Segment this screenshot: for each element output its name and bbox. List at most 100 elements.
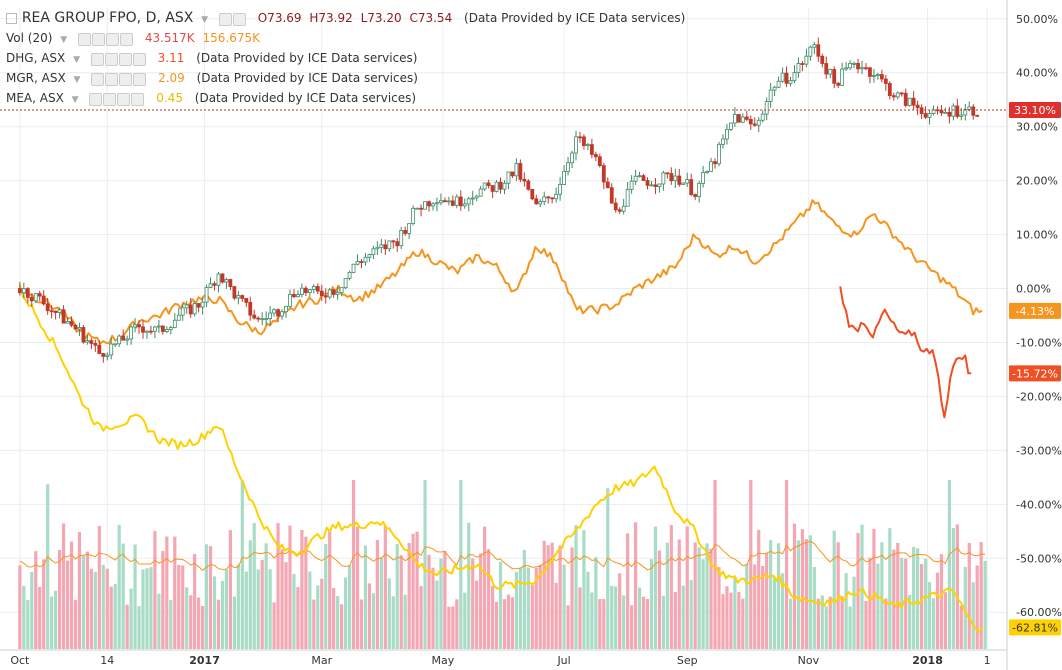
chevron-down-icon[interactable]: ▼ (71, 95, 79, 105)
candle-body (21, 288, 26, 294)
volume-bar (888, 528, 892, 649)
volume-bar (824, 606, 828, 649)
ohlc-high: H73.92 (309, 11, 353, 25)
eye-icon[interactable] (91, 72, 105, 86)
volume-bar (153, 531, 157, 649)
chevron-down-icon[interactable]: ▼ (73, 55, 80, 65)
volume-bar (828, 596, 832, 649)
candle-body (752, 123, 757, 126)
volume-bar (324, 544, 328, 649)
volume-bar (669, 524, 673, 649)
volume-bar (272, 602, 276, 649)
candle-body (303, 287, 308, 294)
mgr-value: 2.09 (158, 71, 185, 85)
candle-body (29, 297, 34, 302)
volume-bar (745, 563, 749, 649)
volume-bar (776, 543, 781, 649)
legend-vol-row: Vol (20) ▼ 43.517K 156.675K (6, 28, 685, 48)
candle-body (311, 286, 316, 290)
plus-icon[interactable] (105, 32, 119, 46)
volume-bar (336, 595, 340, 649)
candle-body (796, 63, 801, 74)
close-icon[interactable] (131, 92, 145, 106)
price-badge-label: -62.81% (1012, 621, 1058, 634)
volume-bar (618, 573, 622, 649)
chevron-down-icon[interactable]: ▼ (201, 15, 209, 25)
volume-bar (248, 540, 252, 649)
x-tick-label: Jul (556, 654, 570, 667)
gear-icon[interactable] (232, 12, 246, 26)
volume-bar (665, 542, 669, 649)
candle-body (824, 63, 829, 75)
volume-bar (542, 540, 546, 649)
candle-body (800, 63, 805, 65)
chevron-down-icon[interactable]: ▼ (73, 75, 81, 85)
x-tick-label: Nov (798, 654, 820, 667)
volume-bar (200, 606, 205, 649)
y-tick-label: 20.00% (1016, 175, 1058, 188)
mgr-label: MGR, ASX (6, 71, 66, 85)
volume-bar (955, 524, 959, 649)
volume-bar (812, 566, 816, 649)
close-icon[interactable] (132, 52, 146, 66)
candle-body (578, 136, 582, 139)
candle-body (804, 55, 809, 65)
candle-body (883, 78, 888, 84)
candle-body (81, 327, 86, 343)
gear-icon[interactable] (91, 32, 105, 46)
gear-icon[interactable] (104, 52, 118, 66)
volume-bar (856, 532, 860, 649)
candle-body (41, 295, 46, 305)
volume-bar (769, 540, 773, 649)
candle-body (788, 80, 793, 84)
volume-bar (848, 606, 852, 649)
candle-body (772, 86, 777, 91)
eye-icon[interactable] (77, 32, 91, 46)
mgr-controls (91, 69, 147, 89)
collapse-icon[interactable] (6, 13, 17, 24)
candle-body (895, 92, 900, 98)
candle-body (272, 309, 276, 314)
eye-icon[interactable] (218, 12, 232, 26)
volume-bar (641, 596, 646, 649)
volume-bar (788, 598, 793, 649)
volume-bar (872, 528, 876, 649)
gear-icon[interactable] (105, 72, 119, 86)
volume-bar (375, 539, 379, 649)
candle-body (25, 288, 30, 298)
volume-bar (30, 572, 34, 649)
volume-bar (54, 590, 58, 649)
close-icon[interactable] (133, 72, 147, 86)
plus-icon[interactable] (117, 92, 131, 106)
volume-bar (947, 480, 952, 649)
volume-bar (475, 580, 479, 649)
candle-body (240, 295, 245, 299)
mea-series-line (18, 284, 984, 633)
volume-bar (534, 567, 538, 649)
candle-body (288, 294, 292, 307)
eye-icon[interactable] (89, 92, 103, 106)
chevron-down-icon[interactable]: ▼ (60, 35, 68, 45)
candle-body (538, 201, 543, 205)
candle-body (494, 181, 499, 192)
dhg-series-line (839, 286, 972, 419)
plus-icon[interactable] (119, 72, 133, 86)
volume-bar (212, 576, 217, 649)
vol-controls (77, 29, 134, 49)
candle-body (224, 279, 229, 283)
candle-body (951, 105, 956, 117)
volume-bar (355, 526, 360, 649)
candle-body (645, 180, 650, 186)
y-tick-label: 50.00% (1016, 13, 1058, 26)
candle-body (736, 114, 741, 123)
candle-body (149, 330, 153, 333)
eye-icon[interactable] (90, 52, 104, 66)
gear-icon[interactable] (103, 92, 117, 106)
candle-body (331, 289, 336, 295)
volume-bar (169, 599, 173, 649)
close-icon[interactable] (119, 32, 133, 46)
candle-body (939, 109, 944, 114)
candle-body (697, 183, 702, 197)
plus-icon[interactable] (118, 52, 132, 66)
candle-body (69, 321, 74, 326)
